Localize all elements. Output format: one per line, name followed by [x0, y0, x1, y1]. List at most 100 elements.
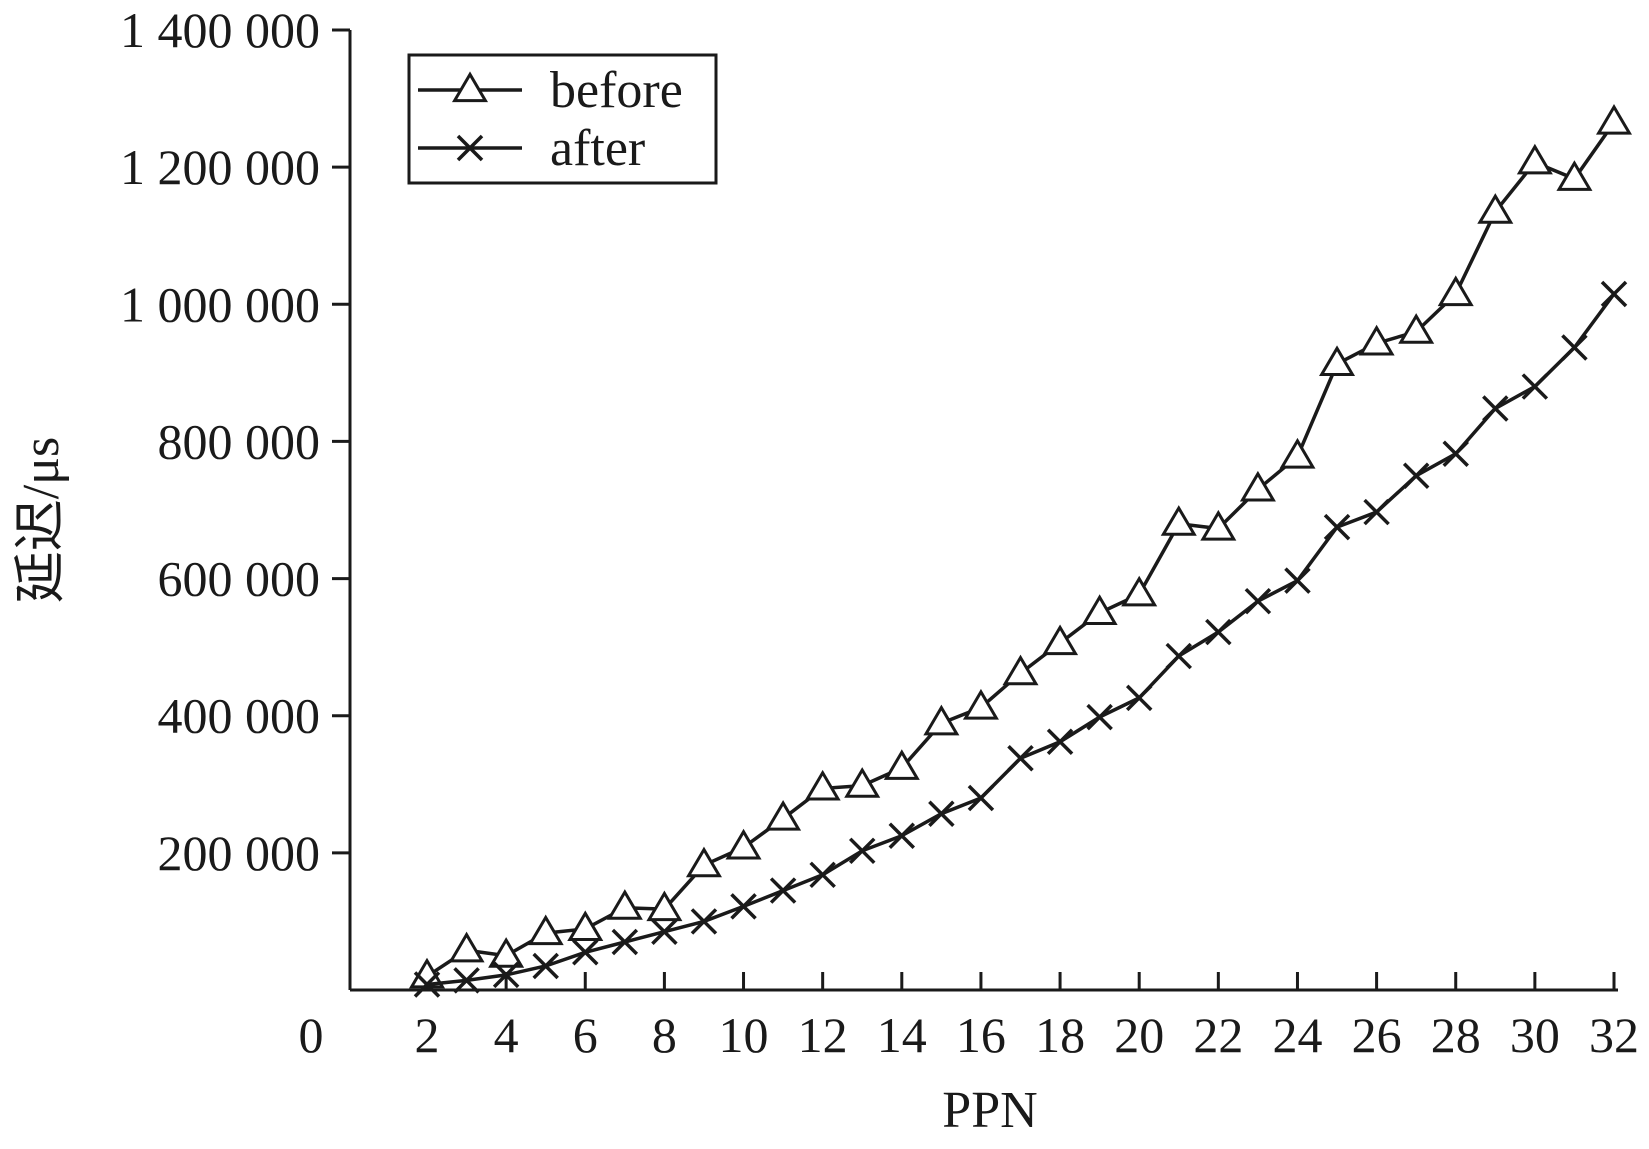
- data-point-before: [1398, 313, 1435, 344]
- data-point-after: [928, 800, 955, 828]
- x-tick-label: 28: [1431, 1007, 1481, 1063]
- data-point-before: [962, 688, 999, 720]
- data-point-after: [492, 961, 520, 989]
- data-point-before: [1556, 160, 1593, 191]
- x-tick-label: 30: [1510, 1007, 1560, 1063]
- x-tick-label: 12: [798, 1007, 848, 1063]
- series-line-after: [426, 292, 1616, 987]
- y-tick-label: 800 000: [158, 413, 321, 469]
- data-point-after: [888, 822, 916, 849]
- x-tick-label: 16: [956, 1007, 1006, 1063]
- y-axis-title: 延迟/μs: [13, 437, 70, 604]
- x-tick-label: 10: [719, 1007, 769, 1063]
- data-point-before: [725, 828, 762, 860]
- x-tick-label: 14: [877, 1007, 927, 1063]
- data-point-before: [923, 704, 960, 736]
- data-point-after: [1086, 703, 1113, 731]
- data-point-after: [413, 971, 441, 998]
- data-point-after: [809, 861, 836, 889]
- data-point-before: [804, 769, 841, 801]
- y-axis-ticks: 200 000 400 000 600 000 800 000 1 000 000 1 2…: [120, 2, 350, 881]
- legend-label-before: before: [550, 62, 683, 119]
- data-point-before: [1121, 575, 1158, 607]
- legend-marker-before: [451, 71, 489, 103]
- series-before: [408, 103, 1633, 989]
- series-after: [413, 280, 1628, 998]
- data-point-before: [1160, 505, 1197, 536]
- series-group: [408, 103, 1633, 998]
- data-point-before: [1200, 509, 1237, 541]
- data-point-before: [567, 910, 604, 942]
- data-point-before: [1358, 324, 1395, 356]
- legend-box: [407, 53, 718, 185]
- y-tick-label: 1 400 000: [120, 2, 320, 58]
- y-tick-label: 600 000: [158, 551, 321, 607]
- data-point-after: [1402, 462, 1430, 489]
- data-point-before: [1042, 624, 1079, 656]
- data-point-before: [844, 767, 881, 798]
- x-axis-ticks: 2 4 6 8 10 12 14 16 18 20 22 24 26 28 30 32: [415, 972, 1639, 1063]
- data-point-after: [1125, 684, 1153, 712]
- x-tick-label: 2: [415, 1007, 440, 1063]
- data-point-before: [448, 931, 485, 963]
- data-point-before: [765, 799, 802, 831]
- data-point-after: [690, 908, 718, 935]
- data-point-after: [1284, 567, 1311, 594]
- data-point-after: [730, 893, 757, 920]
- data-point-before: [527, 914, 564, 946]
- data-point-before: [1516, 143, 1553, 175]
- data-point-before: [1319, 345, 1356, 377]
- data-point-after: [848, 837, 876, 865]
- data-point-after: [611, 928, 639, 956]
- y-tick-label: 1 200 000: [120, 139, 320, 195]
- data-point-after: [1442, 440, 1469, 468]
- x-origin-label: 0: [299, 1007, 324, 1063]
- data-point-after: [1363, 498, 1390, 526]
- data-point-before: [1081, 594, 1118, 625]
- x-tick-label: 32: [1589, 1007, 1639, 1063]
- x-tick-label: 6: [573, 1007, 598, 1063]
- data-point-after: [651, 918, 678, 945]
- data-point-before: [883, 749, 920, 780]
- data-point-after: [1323, 513, 1351, 541]
- data-point-after: [1561, 334, 1588, 361]
- data-point-after: [967, 784, 995, 812]
- x-tick-label: 24: [1272, 1007, 1322, 1063]
- y-tick-label: 400 000: [158, 688, 321, 744]
- data-point-before: [488, 937, 525, 968]
- x-tick-label: 26: [1352, 1007, 1402, 1063]
- data-point-before: [685, 846, 722, 878]
- x-tick-label: 8: [652, 1007, 677, 1063]
- data-point-after: [1007, 744, 1034, 772]
- data-point-after: [1521, 373, 1549, 400]
- data-point-before: [1595, 103, 1633, 135]
- data-point-before: [1437, 275, 1474, 307]
- legend-label-after: after: [550, 120, 645, 177]
- data-point-after: [769, 877, 797, 904]
- x-axis-title: PPN: [942, 1082, 1037, 1139]
- data-point-before: [1002, 654, 1039, 686]
- data-point-after: [1244, 587, 1272, 615]
- axes: [348, 30, 1618, 992]
- data-point-after: [532, 952, 559, 980]
- series-line-before: [426, 121, 1616, 978]
- legend-marker-after: [456, 134, 484, 162]
- x-tick-label: 20: [1114, 1007, 1164, 1063]
- data-point-after: [1165, 642, 1193, 670]
- data-point-after: [453, 967, 480, 994]
- data-point-before: [1279, 437, 1316, 469]
- data-point-after: [1482, 395, 1509, 422]
- data-point-after: [1600, 280, 1628, 308]
- x-tick-label: 22: [1193, 1007, 1243, 1063]
- data-point-before: [646, 890, 683, 922]
- y-tick-label: 200 000: [158, 825, 321, 881]
- data-point-before: [1477, 193, 1514, 224]
- x-tick-label: 18: [1035, 1007, 1085, 1063]
- y-tick-label: 1 000 000: [120, 276, 320, 332]
- data-point-before: [606, 889, 643, 920]
- data-point-before: [1239, 470, 1276, 502]
- data-point-after: [1046, 728, 1074, 756]
- x-tick-label: 4: [494, 1007, 519, 1063]
